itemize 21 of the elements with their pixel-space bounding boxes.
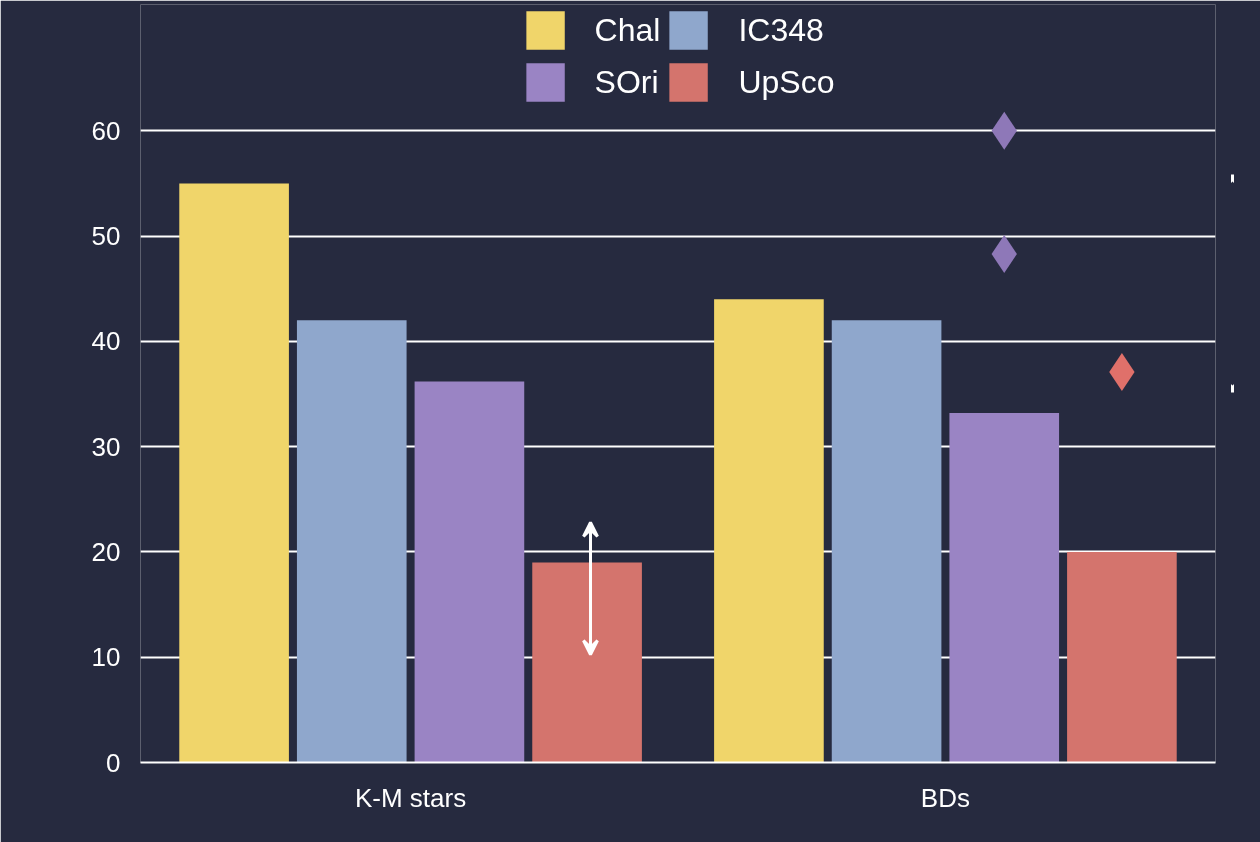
bar <box>831 320 942 763</box>
bar <box>414 381 525 763</box>
y-tick-label: 30 <box>91 431 121 462</box>
bar <box>532 562 642 763</box>
y-tick-label: 50 <box>91 221 121 252</box>
y-tick-label: 40 <box>91 326 121 357</box>
y-tick-label: 20 <box>91 536 121 567</box>
bar <box>714 299 824 763</box>
y-tick-label: 60 <box>91 115 121 146</box>
y-tick-label: 0 <box>106 747 121 778</box>
bar <box>296 320 407 763</box>
x-tick-label: K-M stars <box>354 782 467 813</box>
y-tick-label: 10 <box>91 642 121 673</box>
legend-label: UpSco <box>738 63 835 101</box>
legend-label: IC348 <box>738 11 824 49</box>
legend-label: Chal <box>594 11 661 49</box>
x-tick-label: BDs <box>920 782 970 813</box>
bar <box>949 412 1060 763</box>
bar <box>1067 551 1177 763</box>
legend-label: SOri <box>594 63 659 101</box>
bar <box>179 183 289 763</box>
